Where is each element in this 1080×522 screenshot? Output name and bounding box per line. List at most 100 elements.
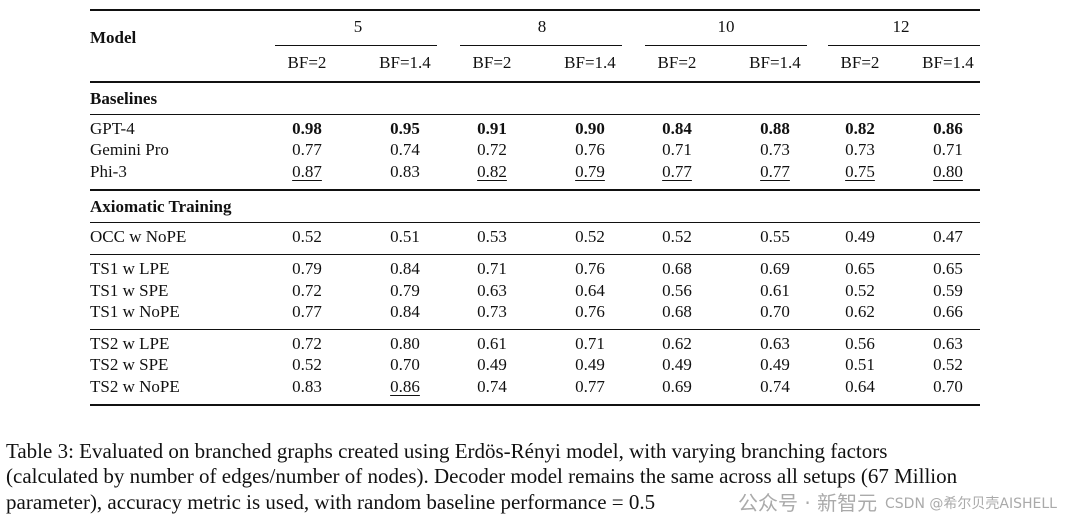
column-header: BF=2 xyxy=(657,53,697,72)
table-cell: 0.86 xyxy=(933,119,963,138)
watermark-csdn: CSDN @希尔贝壳AISHELL xyxy=(885,496,1057,512)
table-cell: 0.62 xyxy=(662,334,692,354)
row-model-name: Gemini Pro xyxy=(90,140,169,160)
table-cell: 0.71 xyxy=(662,140,692,160)
table-cell: 0.72 xyxy=(292,334,322,354)
table-cell: 0.52 xyxy=(292,355,322,375)
table-cell: 0.83 xyxy=(390,161,420,181)
table-cell: 0.91 xyxy=(477,119,507,138)
row-model-name: TS1 w LPE xyxy=(90,259,170,279)
table-cell: 0.98 xyxy=(292,119,322,138)
table-cell: 0.76 xyxy=(575,259,605,279)
table-cell: 0.49 xyxy=(845,226,875,246)
table-cell: 0.64 xyxy=(845,376,875,396)
table-cell: 0.79 xyxy=(575,161,605,181)
table-cell: 0.65 xyxy=(933,259,963,279)
table-cell: 0.52 xyxy=(575,226,605,246)
table-cell: 0.61 xyxy=(477,334,507,354)
table-cell: 0.68 xyxy=(662,259,692,279)
section-title: Baselines xyxy=(90,89,158,108)
row-model-name: OCC w NoPE xyxy=(90,226,187,246)
table-cell: 0.86 xyxy=(390,376,420,396)
table-cell: 0.63 xyxy=(477,280,507,300)
group-header: 12 xyxy=(892,17,910,36)
table-cell: 0.77 xyxy=(662,161,692,181)
table-cell: 0.71 xyxy=(575,334,605,354)
table-cell: 0.82 xyxy=(477,161,507,181)
table-rule xyxy=(90,188,980,191)
table-rule xyxy=(90,81,980,83)
table-cell: 0.84 xyxy=(662,119,692,138)
table-cell: 0.71 xyxy=(477,259,507,279)
caption-line-3: parameter), accuracy metric is used, wit… xyxy=(6,490,656,514)
column-header: BF=2 xyxy=(472,53,512,72)
table-cell: 0.52 xyxy=(933,355,963,375)
table-cell: 0.52 xyxy=(845,280,875,300)
table-cell: 0.75 xyxy=(845,161,875,181)
table-cell: 0.53 xyxy=(477,226,507,246)
row-model-name: TS2 w SPE xyxy=(90,355,169,375)
table-cell: 0.59 xyxy=(933,280,963,300)
table-cell: 0.73 xyxy=(760,140,790,160)
table-cell: 0.66 xyxy=(933,301,963,321)
table-cell: 0.49 xyxy=(760,355,790,375)
table-cell: 0.74 xyxy=(390,140,420,160)
table-rule xyxy=(90,114,980,115)
table-cell: 0.76 xyxy=(575,301,605,321)
section-title: Axiomatic Training xyxy=(90,196,232,216)
table-cell: 0.49 xyxy=(477,355,507,375)
table-cell: 0.79 xyxy=(390,280,420,300)
column-header: BF=1.4 xyxy=(922,53,974,72)
table-cell: 0.70 xyxy=(760,301,790,321)
table-cell: 0.49 xyxy=(662,355,692,375)
table-cell: 0.72 xyxy=(292,280,322,300)
row-model-name: TS1 w SPE xyxy=(90,280,169,300)
table-cell: 0.52 xyxy=(292,226,322,246)
table-cell: 0.74 xyxy=(760,376,790,396)
row-model-name: TS2 w LPE xyxy=(90,334,170,354)
table-cell: 0.80 xyxy=(390,334,420,354)
row-model-name: GPT-4 xyxy=(90,119,135,138)
model-header: Model xyxy=(90,28,137,47)
group-underline xyxy=(275,45,437,46)
caption-label: Table 3: xyxy=(6,439,74,463)
table-cell: 0.79 xyxy=(292,259,322,279)
column-header: BF=1.4 xyxy=(379,53,431,72)
table-cell: 0.68 xyxy=(662,301,692,321)
table-cell: 0.52 xyxy=(662,226,692,246)
group-header: 8 xyxy=(537,17,547,36)
table-cell: 0.77 xyxy=(292,301,322,321)
table-cell: 0.70 xyxy=(933,376,963,396)
group-underline xyxy=(828,45,980,46)
caption-line-2: (calculated by number of edges/number of… xyxy=(6,464,958,488)
table-cell: 0.83 xyxy=(292,376,322,396)
table-cell: 0.87 xyxy=(292,161,322,181)
table-cell: 0.71 xyxy=(933,140,963,160)
table-cell: 0.95 xyxy=(390,119,420,138)
table-cell: 0.70 xyxy=(390,355,420,375)
table-cell: 0.63 xyxy=(933,334,963,354)
table-cell: 0.73 xyxy=(845,140,875,160)
table-cell: 0.51 xyxy=(845,355,875,375)
table-rule xyxy=(90,404,980,406)
column-header: BF=2 xyxy=(287,53,327,72)
table-cell: 0.65 xyxy=(845,259,875,279)
table-rule xyxy=(90,221,980,223)
table-rule xyxy=(90,329,980,331)
table-cell: 0.72 xyxy=(477,140,507,160)
table-cell: 0.56 xyxy=(845,334,875,354)
table-cell: 0.84 xyxy=(390,301,420,321)
table-cell: 0.73 xyxy=(477,301,507,321)
group-header: 5 xyxy=(353,17,363,36)
row-model-name: TS1 w NoPE xyxy=(90,301,180,321)
table-cell: 0.88 xyxy=(760,119,790,138)
table-cell: 0.76 xyxy=(575,140,605,160)
table-cell: 0.77 xyxy=(760,161,790,181)
table-cell: 0.62 xyxy=(845,301,875,321)
table-cell: 0.69 xyxy=(760,259,790,279)
table-cell: 0.55 xyxy=(760,226,790,246)
table-cell: 0.84 xyxy=(390,259,420,279)
table-cell: 0.90 xyxy=(575,119,605,138)
table-cell: 0.51 xyxy=(390,226,420,246)
table-cell: 0.56 xyxy=(662,280,692,300)
